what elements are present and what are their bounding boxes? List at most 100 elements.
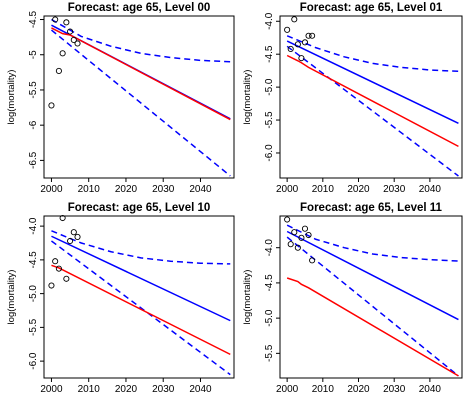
observed-point — [301, 39, 309, 46]
x-tick-label: 2030 — [152, 384, 175, 395]
fitted-line — [51, 264, 231, 356]
observed-point — [284, 216, 291, 223]
y-tick-label: -4.5 — [28, 10, 39, 28]
x-tick-label: 2020 — [115, 384, 138, 395]
x-tick-label: 2000 — [40, 384, 63, 395]
observed-point — [67, 237, 74, 245]
y-tick-label: -5.0 — [28, 285, 39, 303]
x-tick-label: 2020 — [347, 184, 370, 195]
x-tick-label: 2030 — [152, 184, 175, 195]
observed-point — [74, 233, 81, 240]
observed-point — [52, 16, 59, 23]
x-tick-label: 2010 — [78, 184, 101, 195]
observed-point — [48, 282, 55, 289]
observed-point — [63, 19, 70, 26]
y-tick-label: -5.5 — [28, 318, 39, 336]
y-tick-label: -6.0 — [28, 352, 39, 370]
forecast-line — [286, 230, 459, 321]
upper-band-line — [286, 35, 459, 73]
observed-point — [291, 229, 298, 236]
x-tick-label: 2000 — [40, 184, 63, 195]
y-tick-label: -4.5 — [28, 251, 39, 269]
observed-point — [70, 36, 77, 43]
upper-band-line — [51, 230, 231, 265]
x-tick-label: 2030 — [383, 384, 406, 395]
y-axis-label: log(mortality) — [242, 70, 253, 125]
observed-point — [59, 50, 66, 57]
y-axis-label: log(mortality) — [6, 70, 17, 125]
x-tick-label: 2040 — [189, 384, 212, 395]
observed-point — [294, 41, 301, 48]
y-tick-label: -4.0 — [264, 12, 275, 30]
fitted-line — [286, 277, 459, 377]
chart-title: Forecast: age 65, Level 11 — [300, 202, 443, 214]
y-tick-label: -6.0 — [264, 144, 275, 162]
y-tick-label: -5.5 — [264, 111, 275, 129]
x-tick-label: 2020 — [347, 384, 370, 395]
upper-band-line — [286, 224, 459, 262]
observed-point — [309, 32, 316, 39]
lower-band-line — [50, 29, 231, 177]
chart-panel: Forecast: age 65, Level 10 2000 2010 2020 20… — [6, 202, 235, 395]
chart-title: Forecast: age 65, Level 00 — [68, 2, 211, 14]
chart-title: Forecast: age 65, Level 10 — [68, 202, 211, 214]
observed-point — [309, 257, 316, 264]
upper-band-line — [51, 18, 231, 63]
x-tick-label: 2000 — [276, 184, 299, 195]
chart-panel: Forecast: age 65, Level 01 2000 2010 2020 20… — [242, 2, 463, 195]
plot-frame — [43, 15, 235, 179]
fitted-line — [51, 27, 231, 121]
plot-frame — [279, 215, 463, 379]
x-tick-label: 2020 — [115, 184, 138, 195]
observed-point — [67, 28, 74, 35]
y-axis-label: log(mortality) — [6, 270, 17, 325]
observed-point — [305, 32, 312, 39]
x-tick-label: 2010 — [78, 384, 101, 395]
y-tick-label: -4.0 — [264, 239, 275, 257]
forecast-line — [286, 40, 459, 125]
chart-panel: Forecast: age 65, Level 11 2000 2010 2020 20… — [242, 202, 463, 395]
plot-frame — [279, 15, 463, 179]
lower-band-line — [286, 45, 459, 177]
y-tick-label: -6 — [28, 120, 39, 129]
x-tick-label: 2000 — [276, 384, 299, 395]
observed-point — [70, 229, 77, 236]
y-tick-label: -5.0 — [264, 309, 275, 327]
observed-point — [55, 265, 62, 272]
observed-point — [287, 45, 294, 52]
y-tick-label: -5.0 — [264, 78, 275, 96]
x-tick-label: 2030 — [383, 184, 406, 195]
observed-point — [284, 26, 291, 33]
chart-title: Forecast: age 65, Level 01 — [300, 2, 443, 14]
observed-point — [74, 40, 81, 47]
plot-frame — [43, 215, 235, 379]
y-tick-label: -5.5 — [264, 344, 275, 362]
x-tick-label: 2010 — [312, 184, 335, 195]
observed-point — [52, 258, 59, 265]
y-tick-label: -6.5 — [28, 151, 39, 169]
y-tick-label: -4.5 — [264, 45, 275, 63]
observed-point — [55, 67, 62, 74]
observed-point — [298, 234, 305, 241]
lower-band-line — [286, 236, 459, 377]
chart-panel: Forecast: age 65, Level 00 2000 2010 2020 20… — [6, 2, 235, 195]
x-tick-label: 2040 — [419, 184, 442, 195]
x-tick-label: 2010 — [312, 384, 335, 395]
observed-point — [48, 102, 55, 109]
observed-point — [287, 241, 294, 248]
y-tick-label: -4.5 — [264, 274, 275, 292]
fitted-line — [286, 54, 459, 148]
x-tick-label: 2040 — [189, 184, 212, 195]
y-tick-label: -5.5 — [28, 81, 39, 99]
y-tick-label: -4.0 — [28, 217, 39, 235]
forecast-line — [51, 235, 231, 322]
x-tick-label: 2040 — [419, 384, 442, 395]
observed-point — [291, 16, 298, 23]
observed-point — [294, 244, 301, 251]
observed-point — [63, 275, 70, 282]
observed-point — [301, 225, 309, 232]
observed-point — [305, 231, 312, 239]
y-tick-label: -5 — [28, 50, 39, 59]
lower-band-line — [51, 240, 231, 376]
